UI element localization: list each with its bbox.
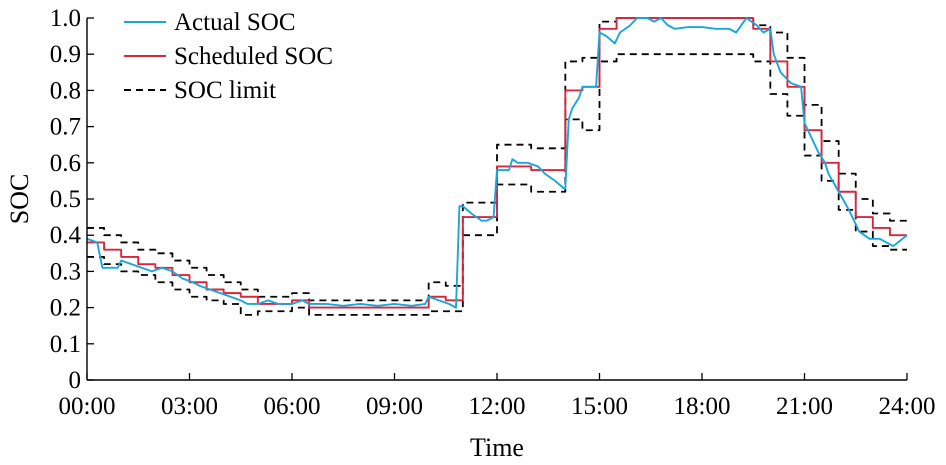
x-axis-title: Time — [470, 433, 524, 462]
x-tick-label: 03:00 — [161, 393, 218, 420]
x-tick-label: 06:00 — [264, 393, 321, 420]
legend: Actual SOC Scheduled SOC SOC limit — [124, 9, 333, 104]
x-tick-label: 21:00 — [776, 393, 833, 420]
y-tick-label: 0.7 — [50, 114, 81, 141]
y-axis: 0 0.1 0.2 0.3 0.4 0.5 0.6 0.7 0.8 0.9 1.0 — [50, 5, 94, 394]
legend-label: Actual SOC — [174, 9, 296, 36]
x-tick-label: 15:00 — [571, 393, 628, 420]
y-axis-title: SOC — [5, 174, 34, 225]
y-tick-label: 0.8 — [50, 77, 81, 104]
series-line-scheduled-soc — [87, 17, 907, 309]
y-tick-label: 0.3 — [50, 258, 81, 285]
y-tick-label: 0.2 — [50, 295, 81, 322]
series-line-actual-soc — [86, 17, 908, 309]
legend-label: Scheduled SOC — [174, 43, 333, 70]
plot-area — [86, 17, 908, 316]
x-tick-label: 18:00 — [674, 393, 731, 420]
x-tick-label: 24:00 — [879, 393, 936, 420]
x-tick-label: 12:00 — [469, 393, 526, 420]
x-tick-label: 09:00 — [366, 393, 423, 420]
y-tick-label: 0.5 — [50, 186, 81, 213]
y-tick-label: 0.9 — [50, 41, 81, 68]
y-tick-label: 0.6 — [50, 150, 81, 177]
series-line-soc-limit-lower — [87, 53, 907, 316]
x-tick-label: 00:00 — [59, 393, 116, 420]
y-tick-label: 1.0 — [50, 5, 81, 32]
x-axis: 00:00 03:00 06:00 09:00 12:00 15:00 18:00 21:00… — [59, 373, 936, 420]
legend-label: SOC limit — [174, 77, 276, 104]
y-tick-label: 0.1 — [50, 331, 81, 358]
y-tick-label: 0.4 — [50, 222, 82, 249]
y-tick-label: 0 — [69, 367, 82, 394]
